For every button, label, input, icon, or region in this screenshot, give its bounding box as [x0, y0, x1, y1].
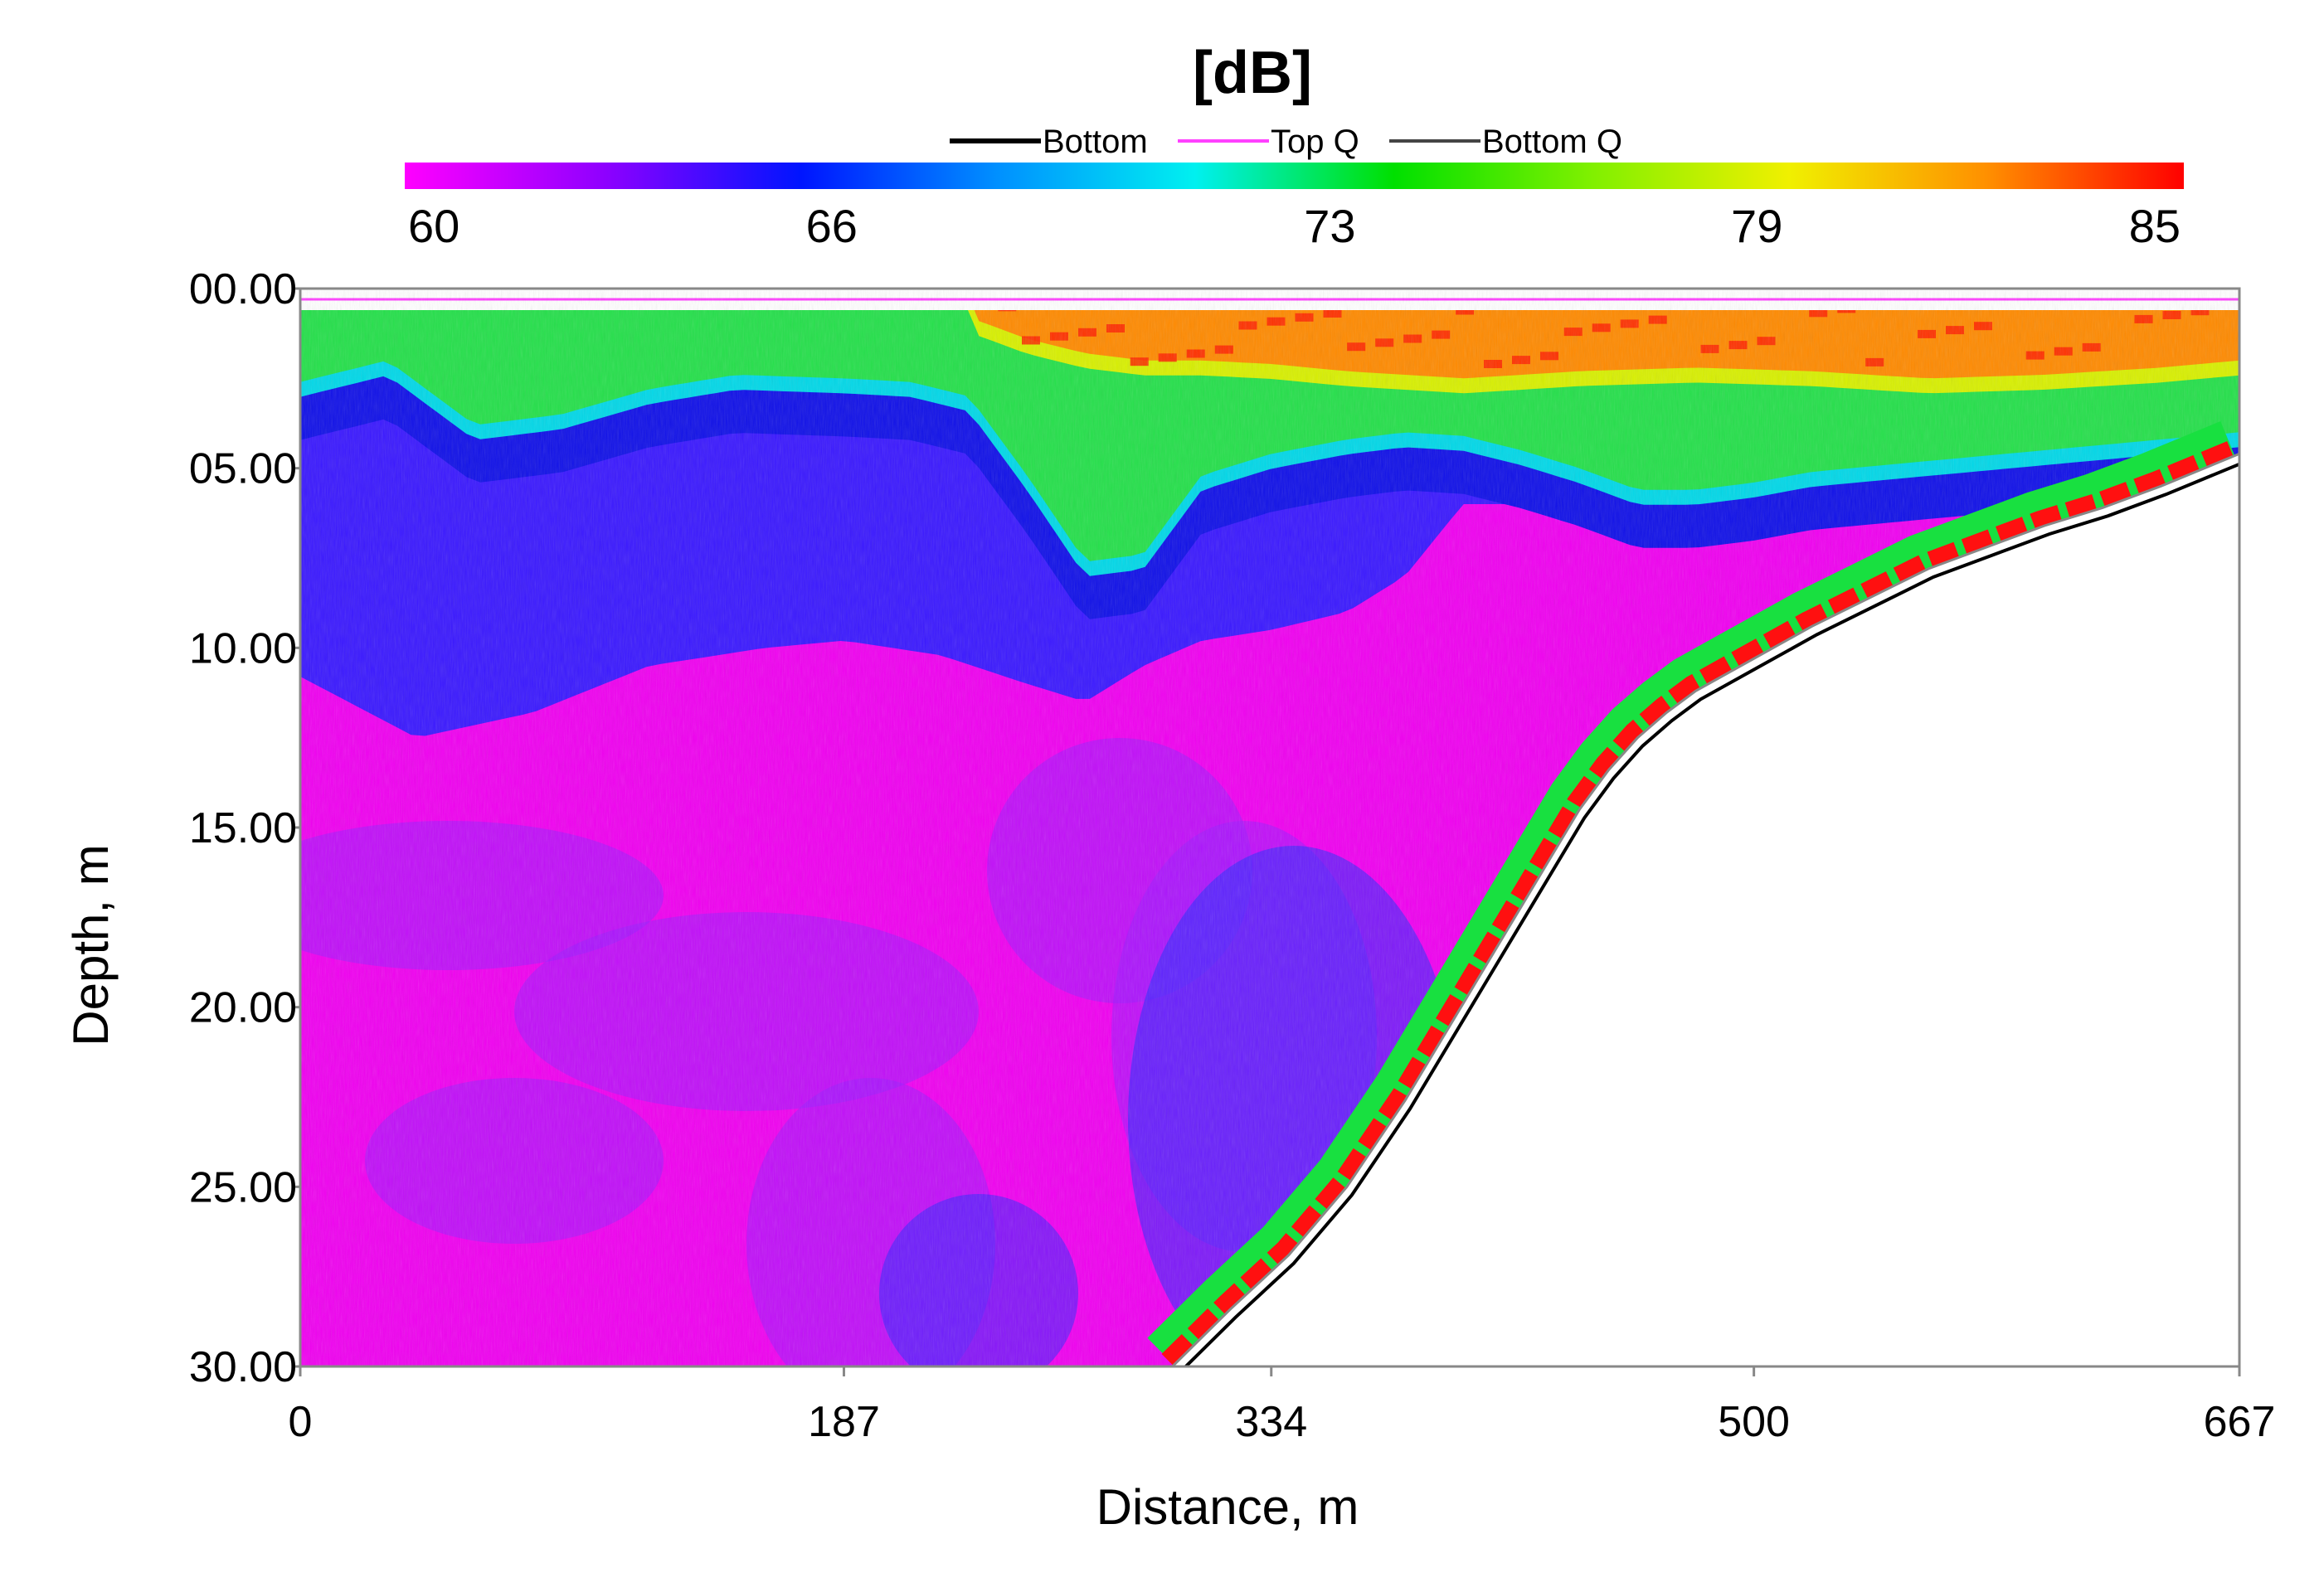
colorbar-tick-label: 66 — [806, 200, 858, 252]
below-bottom-region — [1172, 454, 2239, 1366]
bottom-echo — [1161, 439, 2238, 1366]
legend-entry: Bottom — [950, 124, 1148, 160]
y-tick-label: 10.00 — [189, 624, 297, 672]
y-axis-label: Depth, m — [63, 844, 119, 1046]
x-tick-label: 0 — [289, 1398, 313, 1446]
bottom-line — [1183, 462, 2239, 1366]
legend-label: Bottom Q — [1482, 124, 1622, 160]
legend-label: Bottom — [1043, 124, 1148, 160]
x-tick-label: 500 — [1718, 1398, 1790, 1446]
plot-area — [300, 289, 2239, 1366]
y-tick-label: 15.00 — [189, 804, 297, 852]
colorbar-tick-label: 60 — [408, 200, 459, 252]
y-tick-label: 20.00 — [189, 984, 297, 1032]
bottom-echo-fringe — [1147, 421, 2235, 1366]
legend-entry: Bottom Q — [1389, 124, 1622, 160]
colorbar — [405, 163, 2184, 189]
y-tick-label: 25.00 — [189, 1163, 297, 1211]
x-tick-label: 187 — [808, 1398, 880, 1446]
x-axis: 0 187 334 500 667 — [289, 1366, 2276, 1446]
bottom-q-line — [1171, 452, 2239, 1366]
legend-entry: Top Q — [1178, 124, 1359, 160]
legend: Bottom Top Q Bottom Q — [950, 124, 1622, 160]
legend-label: Top Q — [1271, 124, 1359, 160]
y-tick-label: 30.00 — [189, 1343, 297, 1391]
y-tick-label: 00.00 — [189, 265, 297, 313]
colorbar-tick-label: 85 — [2129, 200, 2181, 252]
colorbar-tick-label: 73 — [1304, 200, 1355, 252]
x-tick-label: 334 — [1235, 1398, 1307, 1446]
colorbar-ticks: 60 66 73 79 85 — [408, 200, 2181, 252]
y-tick-label: 05.00 — [189, 445, 297, 493]
colorbar-tick-label: 79 — [1731, 200, 1782, 252]
x-tick-label: 667 — [2204, 1398, 2276, 1446]
y-axis: 00.00 05.00 10.00 15.00 20.00 25.00 30.00 — [189, 265, 300, 1391]
x-axis-label: Distance, m — [1096, 1479, 1359, 1535]
colorbar-title: [dB] — [1193, 40, 1312, 106]
